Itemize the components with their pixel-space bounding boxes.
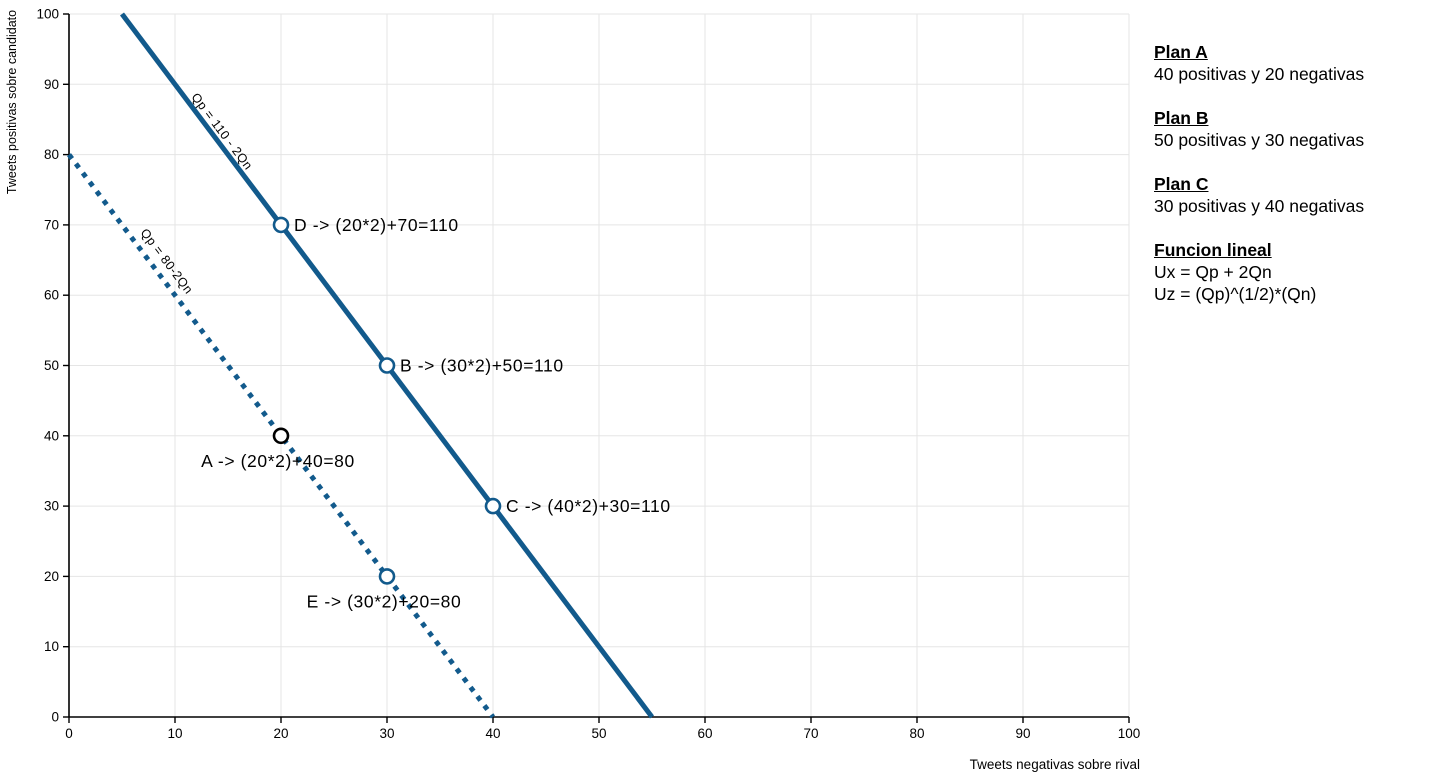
- plan-c-block: Plan C 30 positivas y 40 negativas: [1154, 173, 1430, 217]
- point-C-label: C -> (40*2)+30=110: [506, 496, 671, 516]
- x-tick-label: 0: [65, 726, 73, 741]
- series-line-dotted: [67, 153, 495, 719]
- plan-b-block: Plan B 50 positivas y 30 negativas: [1154, 107, 1430, 151]
- funcion-lineal-block: Funcion lineal Ux = Qp + 2Qn Uz = (Qp)^(…: [1154, 239, 1430, 305]
- plan-c-detail: 30 positivas y 40 negativas: [1154, 196, 1365, 216]
- point-A-marker: [272, 427, 290, 445]
- point-A-label: A -> (20*2)+40=80: [201, 451, 355, 471]
- point-E-marker: [378, 568, 396, 585]
- x-tick-label: 20: [273, 726, 288, 741]
- plan-a-detail: 40 positivas y 20 negativas: [1154, 64, 1365, 84]
- point-C-marker: [484, 497, 502, 515]
- y-tick-label: 30: [44, 499, 59, 514]
- funcion-uz-formula: Uz = (Qp)^(1/2)*(Qn): [1154, 284, 1317, 304]
- gridlines: [69, 13, 1130, 717]
- plan-b-detail: 50 positivas y 30 negativas: [1154, 130, 1365, 150]
- point-B-marker: [378, 357, 396, 374]
- y-tick-label: 80: [44, 147, 59, 162]
- y-tick-label: 60: [44, 288, 59, 303]
- funcion-ux-formula: Ux = Qp + 2Qn: [1154, 262, 1272, 282]
- plan-a-block: Plan A 40 positivas y 20 negativas: [1154, 41, 1430, 85]
- x-tick-label: 60: [697, 726, 712, 741]
- ticks: [63, 13, 1130, 723]
- y-tick-label: 90: [44, 77, 59, 92]
- y-axis-title: Tweets positivas sobre candidato: [5, 10, 19, 194]
- x-tick-label: 50: [591, 726, 606, 741]
- x-tick-label: 70: [803, 726, 818, 741]
- funcion-lineal-title: Funcion lineal: [1154, 240, 1272, 260]
- point-E-label: E -> (30*2)+20=80: [307, 591, 462, 611]
- plan-b-title: Plan B: [1154, 108, 1209, 128]
- y-tick-label: 10: [44, 639, 59, 654]
- x-axis-title: Tweets negativas sobre rival: [970, 757, 1140, 772]
- x-tick-label: 80: [909, 726, 924, 741]
- y-tick-label: 70: [44, 217, 59, 232]
- point-B-label: B -> (30*2)+50=110: [400, 356, 564, 376]
- x-tick-label: 100: [1118, 726, 1141, 741]
- plan-a-title: Plan A: [1154, 42, 1208, 62]
- x-tick-label: 30: [379, 726, 394, 741]
- info-panel: Plan A 40 positivas y 20 negativas Plan …: [1154, 41, 1430, 327]
- point-D-label: D -> (20*2)+70=110: [294, 215, 459, 235]
- y-tick-label: 100: [36, 7, 59, 22]
- plan-c-title: Plan C: [1154, 174, 1209, 194]
- x-tick-label: 10: [167, 726, 182, 741]
- y-tick-label: 40: [44, 428, 59, 443]
- x-tick-label: 90: [1015, 726, 1030, 741]
- point-D-marker: [272, 216, 290, 234]
- y-tick-label: 20: [44, 569, 59, 584]
- y-tick-label: 50: [44, 358, 59, 373]
- series-equation-label: Qp = 110 - 2Qn: [189, 90, 256, 172]
- tick-labels: 0 10 20 30 40 50 60 70 80 90 100 0 10 20 30 40 50 60 70 80 9…: [36, 7, 1140, 742]
- y-tick-label: 0: [51, 710, 59, 725]
- x-tick-label: 40: [485, 726, 500, 741]
